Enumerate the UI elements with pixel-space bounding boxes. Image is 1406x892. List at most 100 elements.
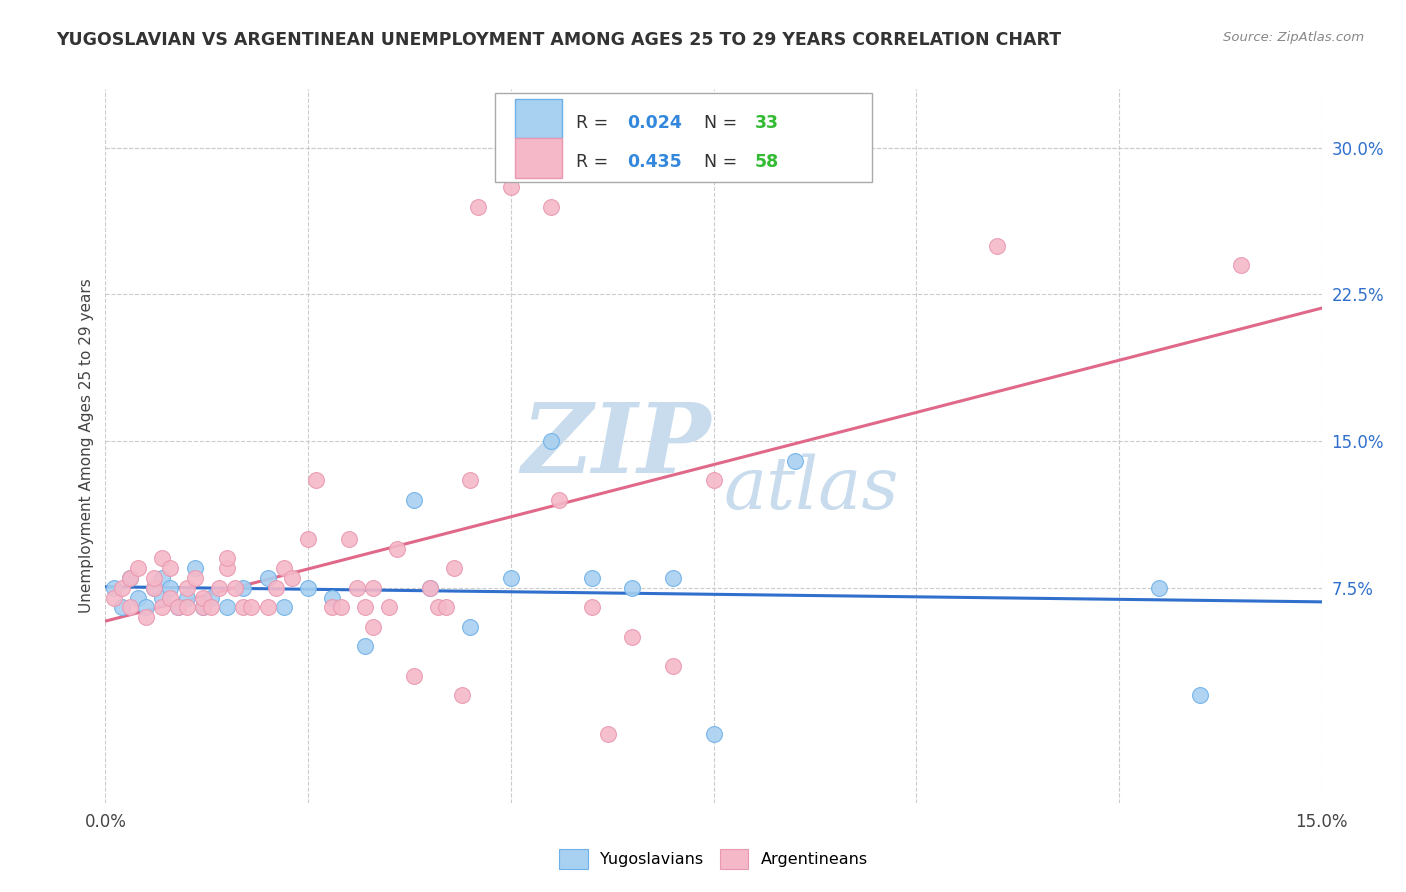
Point (103, 581, 125, 595)
Point (256, 571, 278, 585)
Point (305, 473, 328, 487)
Text: Source: ZipAtlas.com: Source: ZipAtlas.com (1223, 31, 1364, 45)
Point (150, 571, 173, 585)
Text: YUGOSLAVIAN VS ARGENTINEAN UNEMPLOYMENT AMONG AGES 25 TO 29 YEARS CORRELATION CH: YUGOSLAVIAN VS ARGENTINEAN UNEMPLOYMENT … (56, 31, 1062, 49)
Point (297, 581, 319, 595)
Point (346, 581, 368, 595)
Point (354, 600, 377, 615)
Point (150, 551, 173, 566)
Point (458, 620, 481, 634)
Text: R =: R = (576, 113, 614, 132)
Point (118, 600, 141, 615)
Point (662, 659, 685, 673)
Point (354, 640, 377, 654)
Text: 33: 33 (755, 113, 779, 132)
Point (499, 571, 522, 585)
Point (540, 434, 562, 449)
Point (458, 473, 481, 487)
Point (143, 571, 166, 585)
Point (702, 727, 725, 741)
Point (200, 591, 222, 605)
Point (434, 600, 457, 615)
Point (232, 600, 254, 615)
Text: R =: R = (576, 153, 614, 171)
Point (143, 581, 166, 595)
Point (135, 600, 157, 615)
Point (361, 620, 384, 634)
Point (783, 453, 806, 467)
Point (135, 610, 157, 624)
Point (191, 600, 214, 615)
Point (273, 600, 295, 615)
Point (402, 492, 425, 507)
Point (321, 600, 343, 615)
Text: 58: 58 (755, 153, 779, 171)
Point (217, 551, 239, 566)
Point (402, 669, 425, 683)
Point (176, 600, 198, 615)
Point (103, 591, 125, 605)
Point (540, 200, 562, 214)
FancyBboxPatch shape (495, 93, 872, 182)
Point (419, 581, 441, 595)
Point (191, 600, 214, 615)
Point (217, 561, 239, 575)
Text: N =: N = (704, 153, 742, 171)
Point (451, 688, 474, 702)
Point (621, 581, 644, 595)
Text: ZIP: ZIP (522, 399, 711, 493)
Point (467, 200, 489, 214)
Point (443, 561, 465, 575)
Point (321, 591, 343, 605)
Point (581, 600, 603, 615)
Point (662, 571, 685, 585)
Point (264, 581, 287, 595)
Point (167, 600, 190, 615)
Point (273, 561, 295, 575)
Legend: Yugoslavians, Argentineans: Yugoslavians, Argentineans (551, 841, 876, 877)
Point (217, 600, 239, 615)
Point (150, 591, 173, 605)
Point (499, 180, 522, 194)
Text: 0.024: 0.024 (627, 113, 682, 132)
Point (150, 600, 173, 615)
Point (176, 591, 198, 605)
Point (111, 581, 134, 595)
Point (118, 571, 141, 585)
Point (232, 581, 254, 595)
Text: N =: N = (704, 113, 742, 132)
Point (208, 581, 231, 595)
Point (426, 600, 449, 615)
Point (281, 571, 304, 585)
Point (159, 561, 181, 575)
Point (361, 581, 384, 595)
Point (548, 492, 571, 507)
Point (702, 473, 725, 487)
Point (329, 600, 352, 615)
Y-axis label: Unemployment Among Ages 25 to 29 years: Unemployment Among Ages 25 to 29 years (79, 278, 94, 614)
Point (598, 727, 620, 741)
Point (1229, 258, 1251, 272)
Point (127, 591, 149, 605)
Point (378, 600, 401, 615)
Point (200, 600, 222, 615)
Point (1149, 581, 1171, 595)
Point (183, 571, 205, 585)
Point (224, 581, 246, 595)
FancyBboxPatch shape (516, 138, 561, 178)
Point (1189, 688, 1212, 702)
Point (191, 591, 214, 605)
Point (159, 581, 181, 595)
Point (256, 600, 278, 615)
Point (419, 581, 441, 595)
Point (986, 238, 1008, 252)
Point (297, 532, 319, 546)
Point (159, 591, 181, 605)
Point (143, 581, 166, 595)
Text: 0.435: 0.435 (627, 153, 682, 171)
Point (118, 571, 141, 585)
Point (111, 600, 134, 615)
Point (183, 561, 205, 575)
Point (387, 541, 409, 556)
Point (337, 532, 360, 546)
